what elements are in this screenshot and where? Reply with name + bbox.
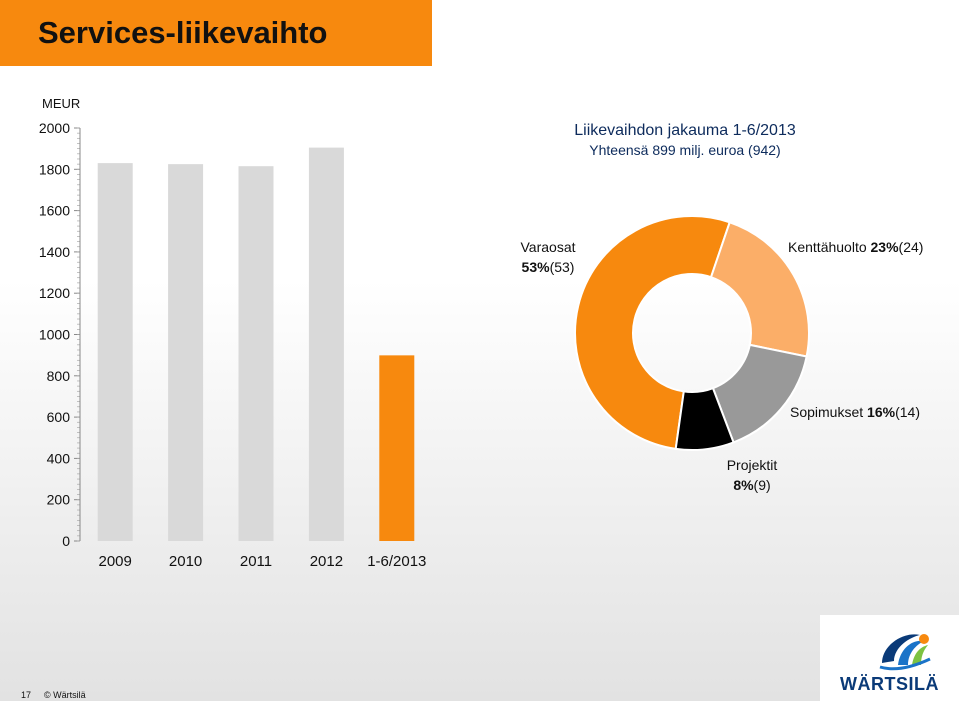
bar — [379, 355, 415, 541]
slice-value-label: 8%(9) — [733, 477, 770, 493]
slice-label: Varaosat — [521, 239, 576, 255]
y-tick-label: 1400 — [39, 244, 70, 260]
y-tick-label: 2000 — [39, 120, 70, 136]
bar — [308, 147, 344, 541]
x-tick-label: 1-6/2013 — [367, 553, 426, 570]
top-strip — [432, 0, 959, 66]
slice-label: Projektit — [727, 457, 778, 473]
slice-name: Sopimukset — [790, 404, 867, 420]
bar — [168, 164, 204, 541]
donut-subtitle: Yhteensä 899 milj. euroa (942) — [589, 142, 780, 158]
slice-value-label: 53%(53) — [522, 259, 575, 275]
donut-chart: Liikevaihdon jakauma 1-6/2013 Yhteensä 89… — [521, 122, 924, 493]
y-tick-label: 1000 — [39, 327, 70, 343]
slice-prev: (53) — [550, 259, 575, 275]
logo-text: WÄRTSILÄ — [840, 674, 939, 694]
y-tick-label: 400 — [47, 450, 71, 466]
title-bar — [0, 0, 432, 66]
footer-page-number: 17 — [21, 690, 32, 700]
y-tick-label: 800 — [47, 368, 71, 384]
y-tick-label: 600 — [47, 409, 71, 425]
slice-prev: (24) — [899, 239, 924, 255]
donut-slice — [674, 386, 735, 451]
slice-pct: 23% — [871, 239, 900, 255]
footer-copyright: © Wärtsilä — [44, 690, 86, 700]
y-tick-label: 1800 — [39, 161, 70, 177]
y-tick-label: 0 — [62, 533, 70, 549]
slice-pct: 8% — [733, 477, 754, 493]
donut-title: Liikevaihdon jakauma 1-6/2013 — [574, 122, 796, 139]
donut-slice — [574, 215, 731, 450]
donut-slice — [709, 220, 810, 358]
bar-chart: MEUR 0 200 400 600 800 1000 1200 1400 1600 1800 200… — [39, 96, 427, 570]
y-tick-label: 200 — [47, 492, 71, 508]
slice-prev: (14) — [895, 404, 920, 420]
y-tick-label: 1600 — [39, 203, 70, 219]
wartsila-logo: WÄRTSILÄ — [820, 615, 959, 701]
y-axis-unit: MEUR — [42, 96, 80, 111]
bar — [97, 163, 133, 542]
page-title: Services-liikevaihto — [38, 15, 328, 50]
bar — [238, 166, 274, 541]
x-tick-label: 2009 — [99, 553, 132, 570]
slice-prev: (9) — [754, 477, 771, 493]
slice-name: Kenttähuolto — [788, 239, 871, 255]
logo-icon — [879, 634, 931, 671]
slice-pct: 53% — [522, 259, 551, 275]
x-tick-label: 2010 — [169, 553, 202, 570]
x-tick-label: 2012 — [310, 553, 343, 570]
slice-label: Sopimukset 16%(14) — [790, 404, 920, 420]
y-tick-label: 1200 — [39, 285, 70, 301]
slice-pct: 16% — [867, 404, 896, 420]
slice-label: Kenttähuolto 23%(24) — [788, 239, 923, 255]
x-tick-label: 2011 — [240, 553, 272, 570]
